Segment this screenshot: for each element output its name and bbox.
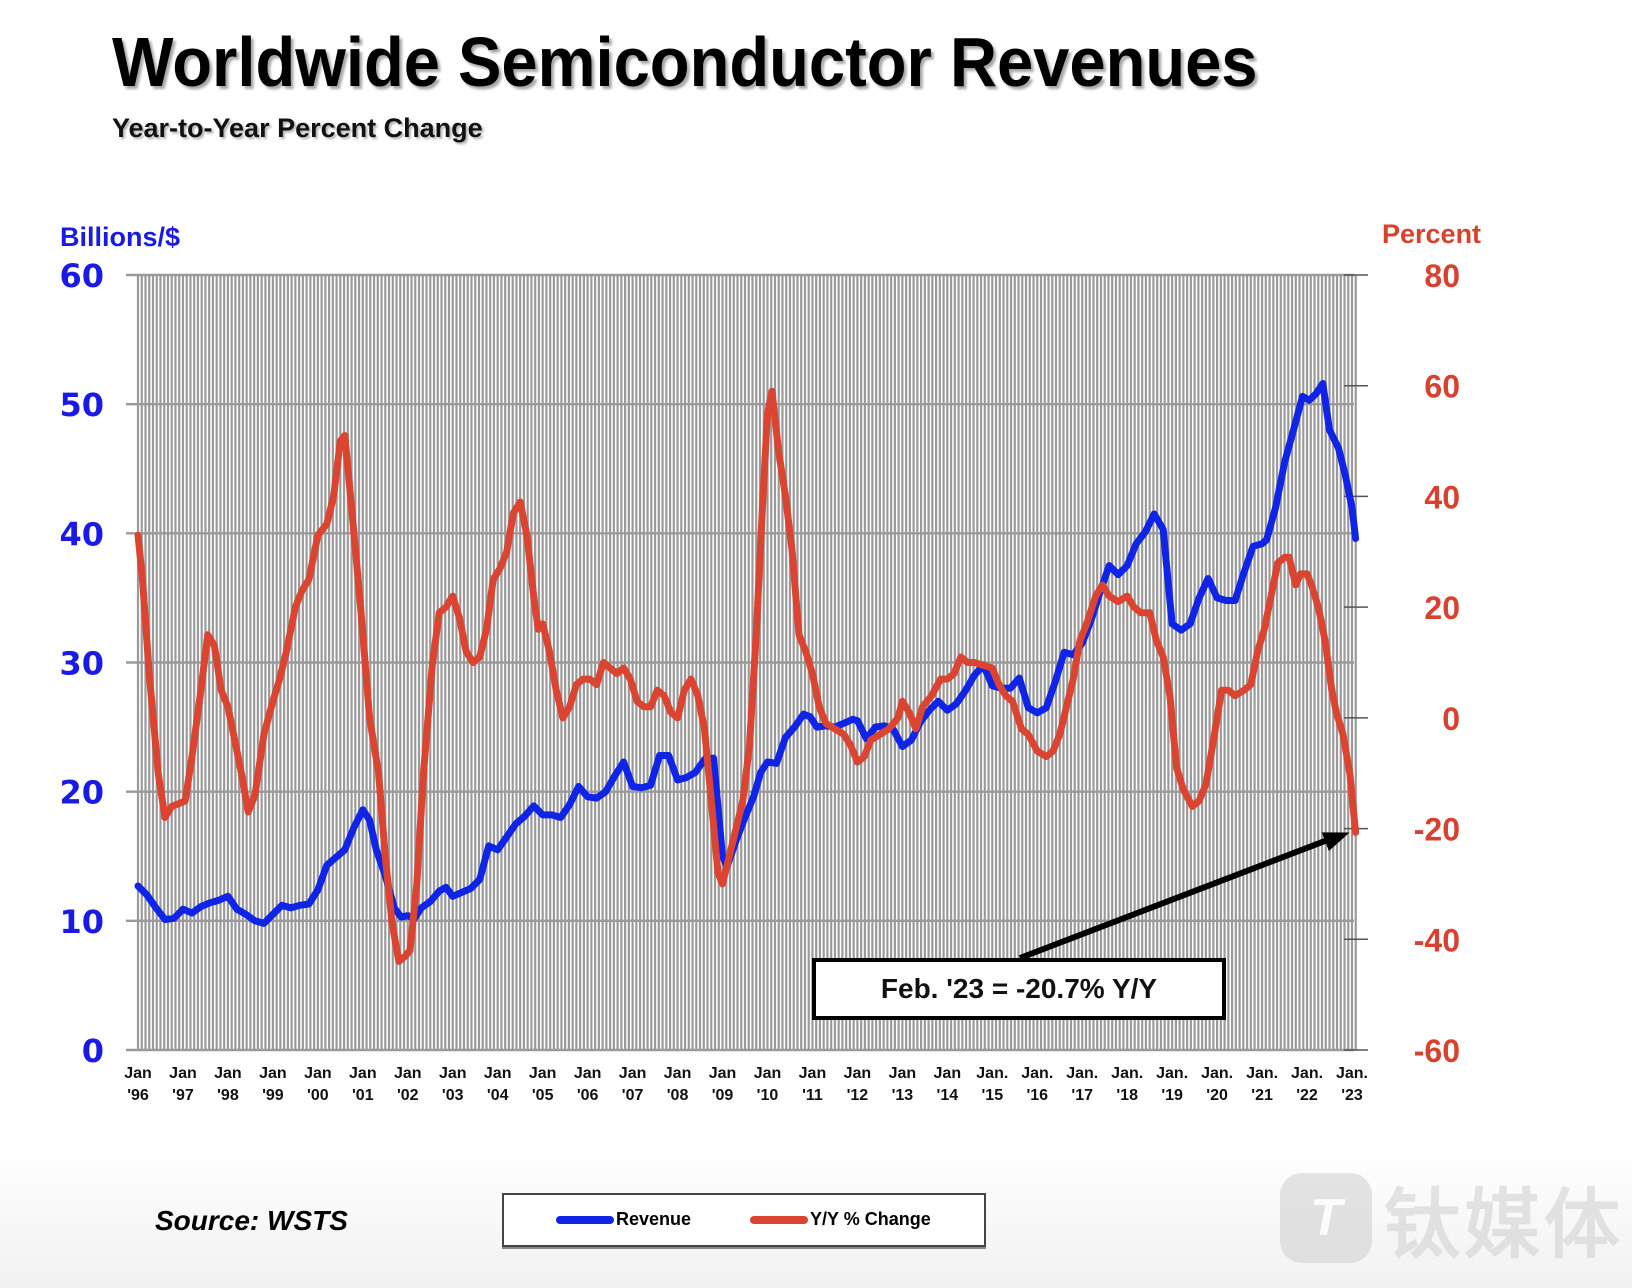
x-tick-label-year: '96 bbox=[127, 1087, 149, 1104]
x-tick-label-month: Jan. bbox=[1156, 1065, 1188, 1082]
legend-item-revenue: Revenue bbox=[556, 1209, 691, 1230]
x-tick-label-year: '19 bbox=[1161, 1087, 1183, 1104]
watermark: T 钛媒体 bbox=[1280, 1163, 1624, 1273]
x-tick-label-month: Jan bbox=[439, 1065, 467, 1082]
x-tick-label-year: '03 bbox=[442, 1087, 464, 1104]
x-tick-label-month: Jan. bbox=[1336, 1065, 1368, 1082]
x-tick-label-year: '08 bbox=[667, 1087, 689, 1104]
source-label: Source: WSTS bbox=[155, 1205, 348, 1236]
annotation-arrow-head bbox=[1321, 832, 1350, 852]
x-tick-label-month: Jan bbox=[214, 1065, 242, 1082]
x-tick-label-year: '04 bbox=[487, 1087, 509, 1104]
x-tick-label-month: Jan. bbox=[1111, 1065, 1143, 1082]
x-tick-label-year: '17 bbox=[1071, 1087, 1093, 1104]
right-axis-ticks: -60 -40 -20 0 20 40 60 80 bbox=[1344, 258, 1460, 1069]
legend-label-revenue: Revenue bbox=[616, 1209, 692, 1229]
series-lines bbox=[134, 380, 1360, 965]
x-tick-label-month: Jan. bbox=[1066, 1065, 1098, 1082]
left-tick-label: 10 bbox=[59, 903, 104, 941]
x-tick-label-year: '13 bbox=[892, 1087, 914, 1104]
right-tick-label: 60 bbox=[1424, 369, 1460, 405]
right-axis-title: Percent bbox=[1382, 219, 1482, 249]
x-tick-label-year: '00 bbox=[307, 1087, 329, 1104]
left-axis-title: Billions/$ bbox=[60, 222, 181, 252]
x-tick-label-year: '22 bbox=[1296, 1087, 1318, 1104]
x-tick-label-month: Jan bbox=[169, 1065, 197, 1082]
x-tick-label-year: '12 bbox=[847, 1087, 869, 1104]
x-tick-label-month: Jan bbox=[484, 1065, 512, 1082]
x-tick-label-month: Jan. bbox=[1021, 1065, 1053, 1082]
x-tick-label-year: '16 bbox=[1026, 1087, 1048, 1104]
x-tick-label-month: Jan. bbox=[976, 1065, 1008, 1082]
x-tick-label-month: Jan bbox=[529, 1065, 557, 1082]
x-tick-label-month: Jan bbox=[934, 1065, 962, 1082]
x-tick-label-month: Jan bbox=[394, 1065, 422, 1082]
legend-swatch-yoy bbox=[750, 1215, 808, 1224]
left-axis-ticks: 0 10 20 30 40 50 60 bbox=[59, 257, 104, 1070]
x-tick-label-year: '99 bbox=[262, 1087, 284, 1104]
yoy-change-line bbox=[134, 387, 1360, 965]
left-tick-label: 50 bbox=[59, 386, 104, 424]
x-tick-label-year: '18 bbox=[1116, 1087, 1138, 1104]
x-tick-label-month: Jan bbox=[349, 1065, 377, 1082]
right-tick-label: 20 bbox=[1424, 590, 1460, 626]
annotation-arrow bbox=[1018, 832, 1350, 961]
x-tick-label-year: '11 bbox=[802, 1087, 823, 1104]
x-tick-label-month: Jan bbox=[754, 1065, 782, 1082]
annotation-arrow-shaft bbox=[1018, 835, 1333, 961]
x-tick-label-year: '97 bbox=[172, 1087, 194, 1104]
x-tick-label-month: Jan bbox=[124, 1065, 152, 1082]
x-tick-label-month: Jan bbox=[799, 1065, 827, 1082]
right-tick-label: 0 bbox=[1442, 701, 1460, 737]
x-tick-label-year: '02 bbox=[397, 1087, 419, 1104]
x-tick-label-month: Jan bbox=[619, 1065, 647, 1082]
x-tick-label-month: Jan bbox=[304, 1065, 332, 1082]
left-tick-label: 30 bbox=[59, 645, 104, 683]
x-tick-label-year: '21 bbox=[1251, 1087, 1273, 1104]
legend-label-yoy: Y/Y % Change bbox=[810, 1209, 931, 1229]
x-tick-label-month: Jan bbox=[259, 1065, 287, 1082]
chart-title: Worldwide Semiconductor Revenues bbox=[112, 23, 1258, 101]
revenue-line bbox=[134, 380, 1360, 927]
legend: Revenue Y/Y % Change bbox=[502, 1193, 986, 1247]
x-tick-label-year: '01 bbox=[352, 1087, 374, 1104]
x-tick-label-year: '07 bbox=[622, 1087, 644, 1104]
x-tick-label-year: '05 bbox=[532, 1087, 554, 1104]
left-tick-label: 60 bbox=[59, 257, 104, 295]
x-tick-label-year: '15 bbox=[981, 1087, 1003, 1104]
right-tick-label: -20 bbox=[1414, 812, 1460, 848]
x-tick-label-year: '14 bbox=[937, 1087, 959, 1104]
watermark-text: 钛媒体 bbox=[1384, 1180, 1624, 1269]
x-tick-label-month: Jan bbox=[709, 1065, 737, 1082]
annotation-box: Feb. '23 = -20.7% Y/Y bbox=[812, 958, 1226, 1020]
right-tick-label: -40 bbox=[1414, 922, 1460, 958]
x-tick-label-month: Jan. bbox=[1246, 1065, 1278, 1082]
x-tick-label-month: Jan. bbox=[1201, 1065, 1233, 1082]
x-tick-label-year: '20 bbox=[1206, 1087, 1228, 1104]
left-tick-label: 40 bbox=[59, 515, 104, 553]
x-tick-label-year: '09 bbox=[712, 1087, 734, 1104]
right-tick-label: 40 bbox=[1424, 479, 1460, 515]
left-tick-label: 0 bbox=[82, 1032, 104, 1070]
right-tick-label: -60 bbox=[1414, 1033, 1460, 1069]
x-tick-label-year: '23 bbox=[1341, 1087, 1363, 1104]
x-tick-label-year: '98 bbox=[217, 1087, 239, 1104]
right-tick-label: 80 bbox=[1424, 258, 1460, 294]
x-tick-label-year: '06 bbox=[577, 1087, 599, 1104]
legend-item-yoy: Y/Y % Change bbox=[750, 1209, 931, 1230]
left-tick-label: 20 bbox=[59, 774, 104, 812]
x-tick-label-month: Jan. bbox=[1291, 1065, 1323, 1082]
x-tick-label-month: Jan bbox=[889, 1065, 917, 1082]
watermark-logo-icon: T bbox=[1280, 1173, 1372, 1263]
chart-subtitle: Year-to-Year Percent Change bbox=[112, 113, 483, 143]
grid bbox=[126, 273, 1357, 1052]
x-tick-label-month: Jan bbox=[574, 1065, 602, 1082]
x-tick-label-month: Jan bbox=[664, 1065, 692, 1082]
x-axis-ticks: Jan '96 Jan '97 Jan '98 Jan '99 Jan '00 Jan '01 Jan '… bbox=[124, 1065, 1368, 1104]
legend-swatch-revenue bbox=[556, 1215, 614, 1224]
x-tick-label-month: Jan bbox=[844, 1065, 872, 1082]
x-tick-label-year: '10 bbox=[757, 1087, 779, 1104]
